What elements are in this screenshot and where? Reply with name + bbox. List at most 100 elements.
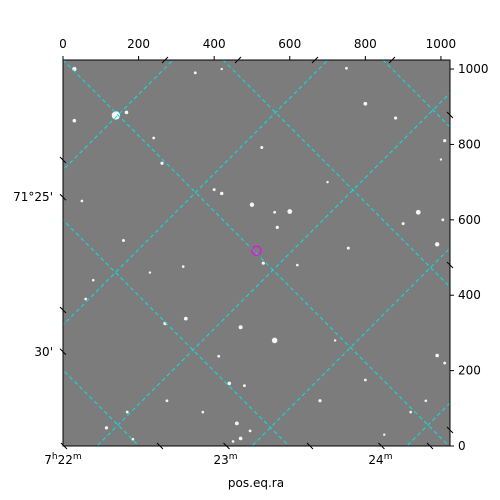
target-marker (251, 245, 262, 257)
grid-line-dec (222, 60, 450, 288)
left-dec-axis: 71°25' 30' (13, 156, 67, 359)
right-pixel-axis: 0 200 400 600 800 1000 (446, 62, 489, 453)
star (212, 188, 216, 192)
star (193, 71, 197, 75)
star (124, 110, 129, 115)
grid-line-ra (63, 60, 329, 326)
dec-tick-label: 30' (34, 345, 53, 359)
star (227, 381, 232, 386)
star (275, 225, 279, 229)
grid-line-ra (96, 92, 450, 446)
top-tick-label: 0 (59, 37, 67, 51)
star (326, 180, 329, 184)
star (148, 271, 152, 274)
top-pixel-axis: 0 200 400 600 800 1000 (59, 37, 457, 64)
star (183, 316, 188, 321)
grid-line-ra (251, 247, 450, 446)
bottom-minor-tick (426, 442, 434, 450)
star (273, 210, 277, 214)
star (72, 118, 77, 123)
top-minor-tick (234, 56, 242, 64)
star (181, 265, 185, 268)
star (393, 116, 398, 120)
star (401, 222, 405, 226)
star (363, 101, 368, 106)
star (249, 202, 255, 207)
top-tick-label: 600 (278, 37, 301, 51)
right-tick-label: 600 (458, 213, 481, 227)
axes-border (62, 59, 451, 447)
star (271, 337, 278, 344)
right-tick-label: 800 (458, 137, 481, 151)
star (248, 429, 252, 433)
right-minor-tick (446, 261, 454, 269)
star (80, 199, 84, 203)
star (231, 440, 235, 443)
star (345, 66, 348, 70)
star (409, 410, 412, 414)
grid-line-ra (63, 60, 174, 171)
star (439, 158, 443, 161)
star (435, 353, 439, 358)
star (261, 261, 265, 265)
star (318, 399, 322, 403)
grid-line-dec (63, 369, 140, 446)
left-minor-tick (59, 156, 67, 164)
bottom-tick (60, 442, 68, 450)
star (434, 242, 440, 247)
star (84, 297, 88, 301)
left-tick (59, 348, 67, 356)
star (201, 410, 205, 414)
target-marker-layer (251, 245, 262, 257)
star (243, 384, 246, 388)
right-tick-label: 1000 (458, 62, 489, 76)
grid-line-dec (63, 219, 290, 446)
dec-tick-label: 71°25' (13, 190, 53, 204)
star (238, 325, 243, 330)
star (260, 145, 264, 149)
x-axis-title: pos.eq.ra (228, 476, 284, 490)
ra-tick-label: 24m (368, 452, 392, 467)
top-tick-label: 1000 (426, 37, 457, 51)
star (220, 67, 223, 71)
star (333, 339, 337, 342)
right-minor-tick (446, 426, 454, 434)
star (165, 399, 169, 403)
star (72, 66, 77, 72)
star (443, 361, 447, 365)
star (111, 111, 121, 120)
star (104, 426, 109, 430)
top-tick-label: 800 (354, 37, 377, 51)
right-minor-tick (446, 111, 454, 119)
stars-layer (72, 66, 447, 443)
right-tick-label: 200 (458, 364, 481, 378)
bottom-tick (378, 442, 385, 450)
star (383, 433, 386, 436)
left-minor-tick (59, 306, 67, 314)
star (131, 437, 135, 441)
star (234, 421, 239, 426)
grid-line-dec (63, 60, 450, 446)
star (125, 410, 129, 414)
star (160, 161, 164, 165)
star (363, 378, 367, 382)
star (220, 191, 224, 196)
top-minor-tick (311, 56, 319, 64)
ra-tick-label: 23m (213, 452, 237, 467)
top-tick-label: 200 (127, 37, 150, 51)
top-minor-tick (161, 56, 169, 64)
star (346, 246, 350, 250)
star (121, 239, 125, 243)
star (296, 263, 299, 267)
bottom-tick (223, 442, 230, 450)
top-tick-label: 400 (203, 37, 226, 51)
top-minor-tick (388, 56, 396, 64)
star (415, 209, 421, 215)
coordinate-grid (63, 60, 450, 446)
star (424, 399, 428, 403)
bottom-minor-tick (156, 442, 164, 450)
right-tick-label: 400 (458, 288, 481, 302)
star (91, 278, 95, 282)
star (152, 136, 156, 140)
